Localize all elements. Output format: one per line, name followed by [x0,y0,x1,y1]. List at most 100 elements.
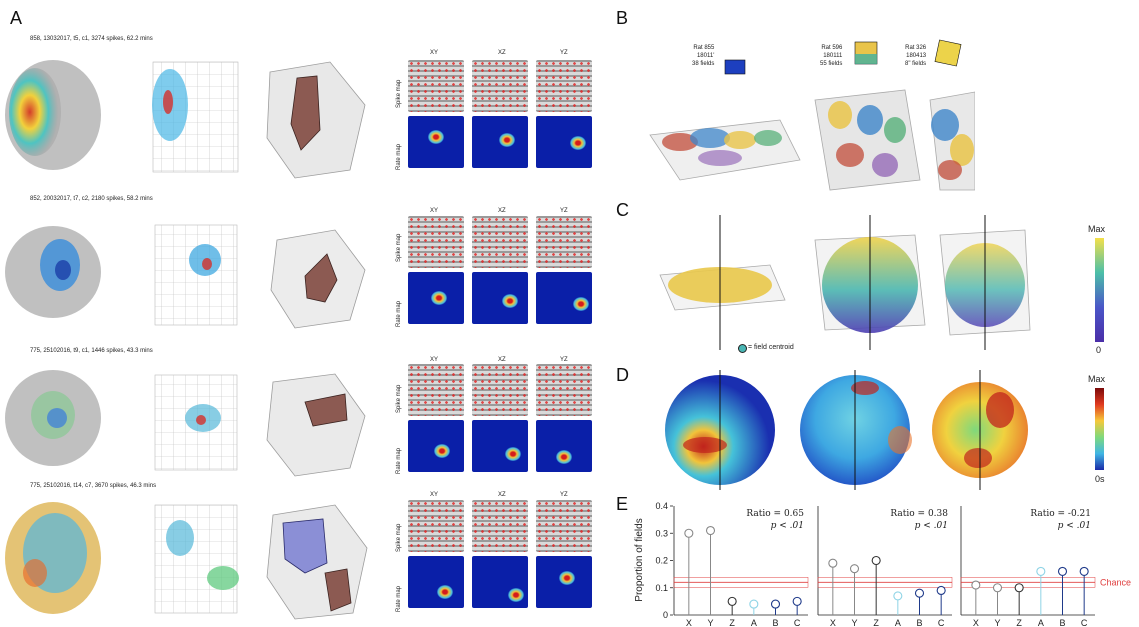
plane-yz-r3: YZ [560,357,568,363]
x-tick-label: X [830,618,836,627]
plane-yz-r4: YZ [560,492,568,498]
x-tick-label: C [938,618,945,627]
plane-yz-r2: YZ [560,208,568,214]
ratio-text: Ratio = -0.21 [1030,509,1091,519]
plane-xy-r3: XY [430,357,439,363]
x-tick-label: A [895,618,901,627]
rate-map-r3-1 [408,420,464,472]
plane-yz-r1: YZ [560,50,568,56]
row-title-2: 852, 20032017, t7, c2, 2180 spikes, 58.2… [30,196,153,202]
stem-marker [936,585,946,596]
x-tick-label: Z [1016,618,1022,627]
x-tick-label: A [1038,618,1044,627]
rate-map-r3-2 [472,420,528,472]
rate-map-label-r3: Rate map [396,447,402,474]
rate-map-label-r2: Rate map [396,300,402,327]
rate-map-r1-1 [408,116,464,168]
plane-xz-r3: XZ [498,357,506,363]
sphere-1 [665,370,775,490]
row-title-3: 775, 25102016, t9, c1, 1446 spikes, 43.3… [30,348,153,354]
x-tick-label: B [772,618,778,627]
x-tick-label: A [751,618,757,627]
spike-map-r1-3 [536,60,592,112]
rate-map-label-r1: Rate map [396,143,402,170]
spike-map-r4-2 [472,500,528,552]
rate-map-label-r4: Rate map [396,585,402,612]
plane-xy-r1: XY [430,50,439,56]
y-tick-label: 0 [663,610,668,620]
rat-3-id: Rat 326 [905,45,927,51]
stem-marker [914,588,925,598]
spike-map-r3-1 [408,364,464,416]
sphere-3 [932,370,1028,490]
panel-c-figure [659,215,1031,350]
rate-map-r4-1 [408,556,464,608]
panel-letter-a: A [10,8,23,28]
enclosure-cube [929,91,975,191]
stem-marker [684,528,694,538]
field-polygon [290,75,321,151]
rat-1-date: 18011' [696,53,715,59]
stem-marker [828,558,838,568]
spike-map-r2-2 [472,216,528,268]
rate-map-r4-2 [472,556,528,608]
panel-e-chart: Proportion of fields 0 0.1 0.2 0.3 0.4 Ratio =… [634,501,1131,627]
row-3-visuals [5,370,366,477]
x-tick-label: Z [729,618,735,627]
stem-marker [727,596,737,606]
colorbar-c [1095,238,1104,342]
plane-xy-r2: XY [430,208,439,214]
rat-3-date: 180413 [906,53,927,59]
rat-2-fields: 55 fields [820,61,843,67]
stem-marker [893,591,903,601]
sphere-2 [800,370,912,490]
enclosure-flat [649,119,801,181]
colorbar-d [1095,388,1104,470]
centroid-cloud-2 [814,215,926,350]
y-tick-label: 0.4 [655,501,668,511]
stem-marker [971,580,981,590]
rat-label-2: Rat 596 180111 55 fields [820,44,842,68]
ratio-text: Ratio = 0.38 [890,509,948,519]
x-tick-label: X [686,618,692,627]
rate-map-r1-2 [472,116,528,168]
row-1-visuals [5,60,366,179]
spike-map-r2-3 [536,216,592,268]
centroid-cloud-3 [939,215,1031,350]
rate-map-r4-3 [536,556,592,608]
stem-marker [1036,566,1046,576]
panel-d-figure [665,370,1028,490]
ratio-text: Ratio = 0.65 [746,509,804,519]
stem-marker [770,599,781,609]
p-value-text: p < .01 [1058,521,1091,531]
chance-label: Chance [1100,577,1131,587]
spike-map-label-r3: Spike map [396,384,402,413]
x-tick-label: B [916,618,922,627]
stem-marker [749,599,759,609]
panel-b-figure [649,39,975,191]
stem-marker [992,583,1003,593]
rat-label-3: Rat 326 180413 8" fields [905,44,926,68]
x-tick-label: Z [873,618,879,627]
colorbar-d-max: Max [1088,374,1106,384]
p-value-text: p < .01 [915,521,948,531]
spike-map-r1-2 [472,60,528,112]
x-tick-label: Y [851,618,857,627]
rat-1-id: Rat 855 [693,45,715,51]
colorbar-d-min: 0s [1095,474,1105,484]
panel-letter-c: C [616,200,629,220]
rate-map-r2-3 [536,272,592,324]
y-tick-label: 0.3 [655,528,668,538]
y-tick-label: 0.2 [655,556,668,566]
panel-letter-d: D [616,365,629,385]
p-value-text: p < .01 [771,521,804,531]
x-tick-label: B [1059,618,1065,627]
trajectory-heat [9,68,61,156]
row-title-4: 775, 25102016, t14, c7, 3670 spikes, 46.… [30,483,157,489]
stem-marker [1014,583,1024,593]
rate-map-r3-3 [536,420,592,472]
row-title-1: 858, 13032017, t5, c1, 3274 spikes, 62.2… [30,36,153,42]
panel-letter-e: E [616,494,629,514]
y-axis-label: Proportion of fields [634,518,645,601]
row-4-visuals [5,502,368,620]
